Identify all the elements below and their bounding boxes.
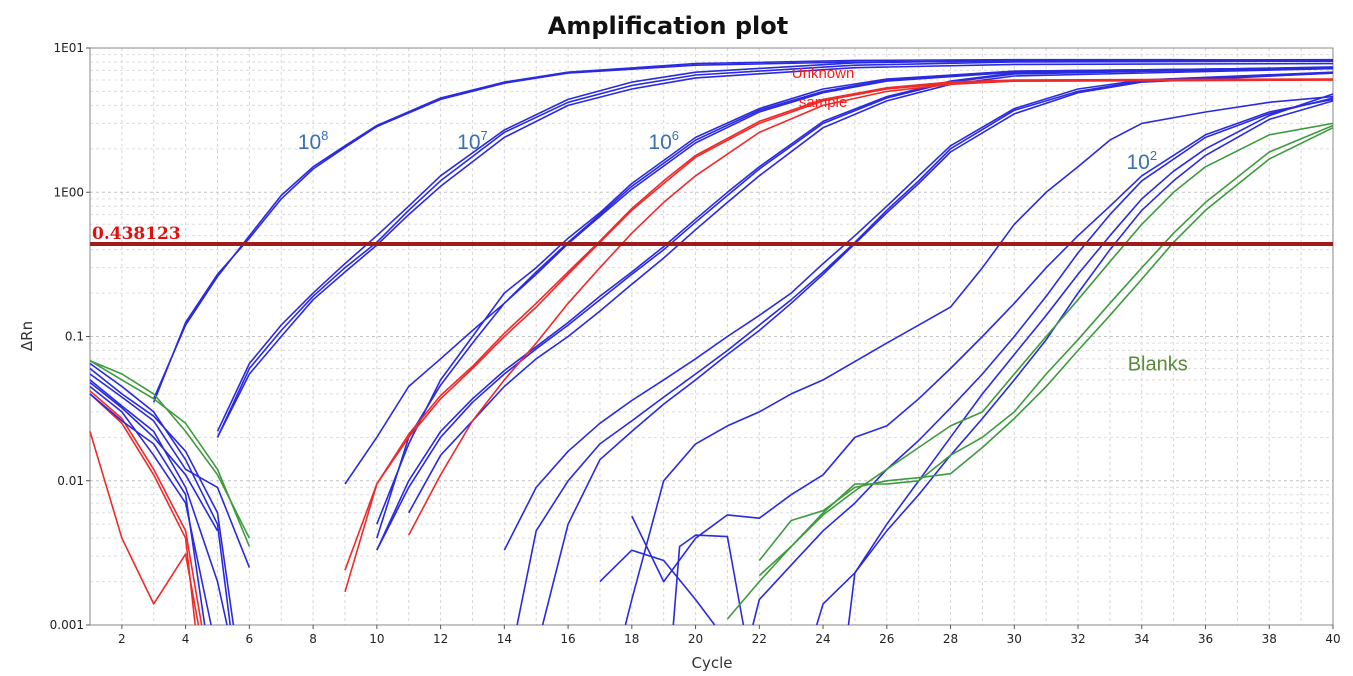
y-axis-ticks: 1E01 1E00 0.1 0.01 0.001 [50,41,90,632]
y-tick-label: 0.1 [65,330,84,344]
series-line-unknown-26 [89,390,203,626]
series-line-standard-18 [599,549,716,626]
y-tick-label: 1E01 [54,41,85,55]
series-line-blank-37 [726,122,1334,620]
annotation-blanks: Blanks [1128,354,1188,376]
series-line-standard-13 [516,72,1334,626]
threshold-label: 0.438123 [92,224,181,244]
annotation-base: 10 [298,131,321,154]
x-tick-label: 14 [497,632,512,646]
y-tick-label: 0.001 [50,618,84,632]
x-tick-label: 30 [1007,632,1022,646]
series-line-standard-11 [376,66,1334,551]
annotation-exponent: 2 [1150,148,1157,163]
annotation-exponent: 6 [672,128,679,143]
x-tick-label: 2 [118,632,126,646]
x-tick-label: 32 [1070,632,1085,646]
series-line-standard-7 [376,66,1334,525]
x-tick-label: 22 [752,632,767,646]
series-line-standard-9 [408,67,1334,514]
x-tick-label: 20 [688,632,703,646]
x-tick-label: 24 [815,632,830,646]
x-tick-label: 12 [433,632,448,646]
series-line-blank-39 [758,124,1334,577]
annotation-10-pow-8: 108 [298,128,329,154]
annotation-base: 10 [457,131,480,154]
series-line-standard-19 [752,97,1334,626]
x-tick-label: 40 [1325,632,1340,646]
series-line-standard-12 [503,71,1334,551]
series-line-standard-5 [216,62,1334,438]
series-line-standard-32 [89,381,219,532]
x-tick-label: 28 [943,632,958,646]
series-line-standard-33 [89,393,206,626]
y-tick-label: 0.01 [57,474,84,488]
x-tick-label: 6 [246,632,254,646]
series-line-standard-34 [89,367,235,626]
series-line-standard-8 [376,67,1334,539]
x-axis-label: Cycle [692,654,733,672]
series-line-standard-4 [216,58,1334,432]
y-tick-label: 1E00 [54,185,85,199]
series-line-unknown-22 [344,79,1334,571]
series-line-standard-3 [216,60,1334,438]
x-tick-label: 36 [1198,632,1213,646]
annotation-base: 10 [648,131,671,154]
series-line-standard-16 [631,98,1334,583]
series-line-standard-29 [89,373,251,568]
series-line-unknown-23 [344,78,1334,593]
annotation-exponent: 8 [321,128,328,143]
x-tick-label: 18 [624,632,639,646]
y-axis-label: ΔRn [18,321,36,351]
annotation-10-pow-6: 106 [648,128,679,154]
x-tick-label: 4 [182,632,190,646]
x-tick-label: 26 [879,632,894,646]
x-tick-label: 16 [560,632,575,646]
series-line-unknown-25 [89,393,196,626]
x-tick-label: 10 [369,632,384,646]
series-line-standard-28 [89,362,231,626]
series-line-standard-17 [672,534,745,626]
annotation-unknown: Unknown [792,65,855,82]
series-line-standard-15 [624,95,1334,626]
series-line-blank-36 [89,360,251,547]
series-line-standard-31 [89,385,212,626]
annotation-sample: sample [799,94,847,111]
series-line-blank-38 [758,126,1334,561]
series-line-unknown-24 [407,79,1334,536]
series-line-standard-20 [815,100,1334,626]
annotation-10-pow-2: 102 [1126,148,1157,174]
series-layer [89,58,1334,626]
x-axis-ticks: 2 4 6 8 10 12 14 16 18 20 22 24 26 28 30 32 34 36 38 40 [118,625,1341,646]
series-line-standard-10 [376,66,1334,551]
annotation-base: 10 [1126,151,1149,174]
annotation-10-pow-7: 107 [457,128,488,154]
series-line-blank-35 [89,359,251,539]
x-tick-label: 34 [1134,632,1149,646]
series-line-standard-14 [541,72,1334,626]
x-tick-label: 38 [1262,632,1277,646]
chart-title: Amplification plot [548,12,788,40]
series-line-standard-21 [847,93,1334,626]
series-line-unknown-27 [89,431,200,626]
annotation-exponent: 7 [481,128,488,143]
series-line-standard-30 [89,379,228,626]
x-tick-label: 8 [309,632,317,646]
series-line-standard-6 [344,66,1334,485]
